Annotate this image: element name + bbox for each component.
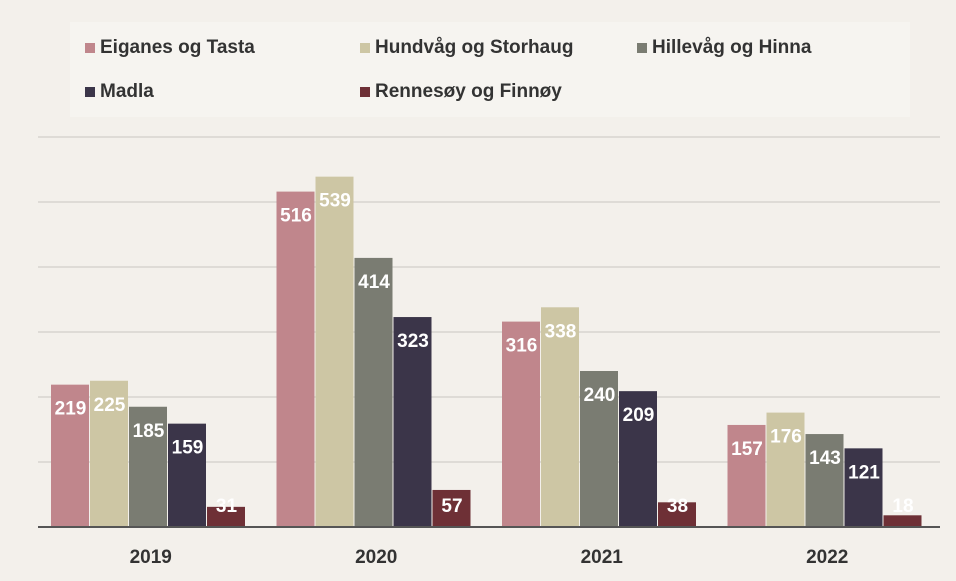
data-label: 185: [133, 421, 165, 442]
bar: [541, 307, 579, 527]
data-label: 225: [94, 395, 126, 416]
data-label: 539: [319, 191, 351, 212]
bar: [805, 434, 844, 527]
bar: [51, 384, 89, 527]
bar: [354, 257, 393, 527]
data-label: 209: [623, 405, 655, 426]
legend-swatch: [360, 87, 370, 97]
bar: [580, 371, 618, 527]
x-tick-label: 2020: [355, 547, 397, 568]
legend-swatch: [637, 43, 647, 53]
data-label: 338: [545, 321, 577, 342]
legend-swatch: [85, 87, 95, 97]
bar: [844, 448, 883, 527]
data-label: 18: [892, 496, 913, 517]
x-tick-label: 2021: [581, 547, 624, 568]
data-label: 323: [397, 331, 429, 352]
legend-label: Rennesøy og Finnøy: [375, 81, 562, 102]
x-tick-label: 2019: [130, 547, 172, 568]
bar: [129, 406, 167, 527]
legend-box: [70, 22, 910, 117]
bar: [502, 321, 540, 527]
data-label: 176: [770, 427, 802, 448]
data-label: 219: [55, 399, 87, 420]
legend-swatch: [85, 43, 95, 53]
data-label: 157: [731, 439, 763, 460]
bar: [207, 506, 245, 527]
data-label: 240: [584, 385, 616, 406]
legend-label: Hillevåg og Hinna: [652, 37, 812, 58]
data-label: 57: [441, 496, 462, 517]
data-label: 38: [667, 496, 688, 517]
legend-label: Eiganes og Tasta: [100, 37, 255, 58]
bar: [168, 423, 206, 527]
legend-label: Madla: [100, 81, 154, 102]
data-label: 31: [216, 496, 238, 517]
bar: [432, 489, 471, 527]
data-label: 121: [848, 462, 880, 483]
bar: [90, 380, 128, 527]
bar: [883, 515, 922, 527]
bar: [619, 391, 657, 527]
data-label: 143: [809, 448, 841, 469]
x-tick-label: 2022: [806, 547, 848, 568]
legend-label: Hundvåg og Storhaug: [375, 37, 573, 58]
bar: [658, 502, 696, 527]
data-label: 316: [506, 336, 538, 357]
bar: [276, 191, 315, 527]
bar: [766, 412, 805, 527]
legend-swatch: [360, 43, 370, 53]
bar: [727, 424, 766, 527]
data-label: 414: [358, 272, 390, 293]
data-label: 159: [172, 438, 204, 459]
bar: [315, 176, 354, 527]
data-label: 516: [280, 206, 312, 227]
bar: [393, 317, 432, 527]
